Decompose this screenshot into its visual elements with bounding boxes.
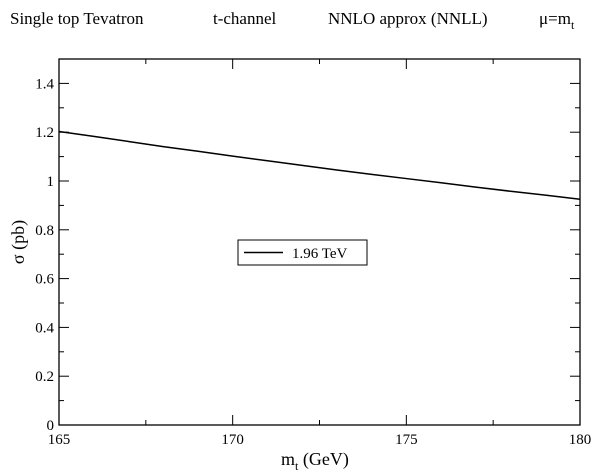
chart-title-part3: NNLO approx (NNLL)	[328, 9, 488, 28]
y-tick-label: 0.8	[35, 223, 54, 239]
x-axis-label: mt (GeV)	[281, 449, 349, 473]
axis-tick-labels: 165 170 175 180 0 0.2 0.4 0.6 0.8 1 1.2 1.4	[35, 76, 591, 448]
y-tick-label: 0.2	[35, 369, 54, 385]
series-group	[58, 130, 581, 201]
y-tick-label: 1	[47, 174, 55, 190]
chart-title-mu: μ=m	[539, 9, 571, 28]
x-tick-label: 180	[569, 432, 592, 448]
y-tick-label: 0.4	[35, 320, 54, 336]
legend-label: 1.96 TeV	[292, 246, 348, 262]
legend: 1.96 TeV	[237, 239, 368, 266]
y-axis-label-symbol: σ	[8, 254, 28, 264]
x-tick-label: 175	[395, 432, 418, 448]
y-tick-label: 0	[47, 418, 55, 434]
y-axis-label: σ (pb)	[8, 220, 29, 264]
y-axis-label-rest: (pb)	[8, 220, 29, 255]
x-tick-label: 170	[221, 432, 244, 448]
y-tick-label: 1.2	[35, 125, 54, 141]
chart-title-part2: t-channel	[213, 9, 277, 28]
x-axis-label-rest: (GeV)	[298, 449, 348, 470]
chart-title-part1: Single top Tevatron	[10, 9, 144, 28]
chart-title-part4: μ=mt	[539, 9, 575, 32]
x-axis-label-sub: t	[295, 459, 299, 473]
series-line-0	[58, 130, 581, 201]
y-tick-label: 1.4	[35, 76, 54, 92]
x-axis-label-main: m	[281, 449, 295, 469]
x-tick-label: 165	[48, 432, 71, 448]
chart-title-mu-sub: t	[571, 18, 575, 32]
y-tick-label: 0.6	[35, 272, 54, 288]
axis-ticks	[58, 58, 581, 426]
